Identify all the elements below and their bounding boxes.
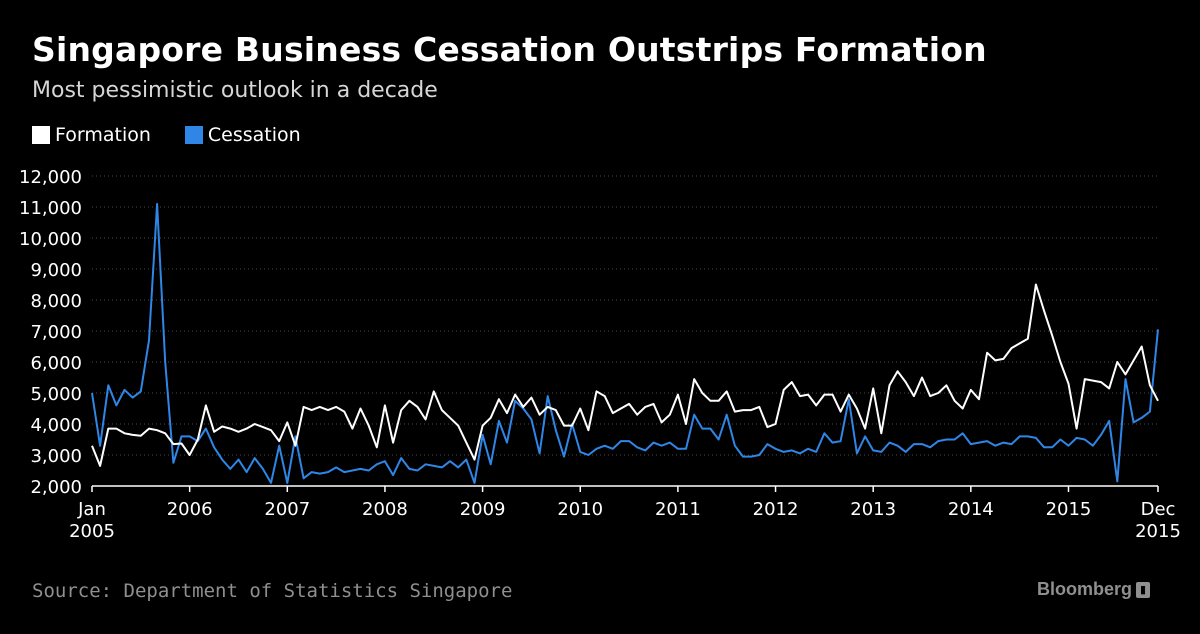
y-tick-label: 4,000 <box>30 415 82 436</box>
x-tick-label: 2008 <box>362 499 408 520</box>
x-tick-label: 2007 <box>264 499 310 520</box>
brand-logo: Bloomberg <box>1036 579 1132 599</box>
x-tick-label: Dec <box>1141 499 1176 520</box>
x-tick-label: 2012 <box>753 499 799 520</box>
x-tick-label: 2010 <box>557 499 603 520</box>
series-line-formation <box>91 283 1159 467</box>
y-tick-label: 9,000 <box>30 260 82 281</box>
chart-subtitle: Most pessimistic outlook in a decade <box>32 78 438 103</box>
bloomberg-terminal-icon: ▮ <box>1136 582 1150 598</box>
y-tick-label: 7,000 <box>30 322 82 343</box>
x-tick-label: 2015 <box>1046 499 1092 520</box>
source-note: Source: Department of Statistics Singapo… <box>32 580 513 602</box>
legend-swatch-formation <box>32 126 50 144</box>
series-line-cessation <box>91 202 1159 484</box>
y-tick-label: 11,000 <box>19 198 82 219</box>
y-tick-label: 3,000 <box>30 446 82 467</box>
x-tick-label: Jan <box>77 499 106 520</box>
legend-label-formation: Formation <box>55 124 151 146</box>
legend-swatch-cessation <box>184 126 203 144</box>
y-tick-label: 2,000 <box>30 477 82 498</box>
legend-label-cessation: Cessation <box>207 124 301 146</box>
y-tick-label: 10,000 <box>19 229 82 250</box>
legend: Formation Cessation <box>32 124 301 146</box>
x-tick-label: 2009 <box>460 499 506 520</box>
y-tick-label: 5,000 <box>30 384 82 405</box>
x-tick-label: 2006 <box>167 499 213 520</box>
chart-title: Singapore Business Cessation Outstrips F… <box>32 30 987 69</box>
x-tick-label: 2013 <box>850 499 896 520</box>
legend-item-cessation: Cessation <box>184 124 301 146</box>
x-tick-label: 2014 <box>948 499 994 520</box>
x-tick-label: 2005 <box>69 521 115 542</box>
y-tick-label: 6,000 <box>30 353 82 374</box>
y-tick-label: 8,000 <box>30 291 82 312</box>
legend-item-formation: Formation <box>32 124 151 146</box>
x-tick-label: 2011 <box>655 499 701 520</box>
y-tick-label: 12,000 <box>19 167 82 188</box>
x-tick-label: 2015 <box>1135 521 1181 542</box>
